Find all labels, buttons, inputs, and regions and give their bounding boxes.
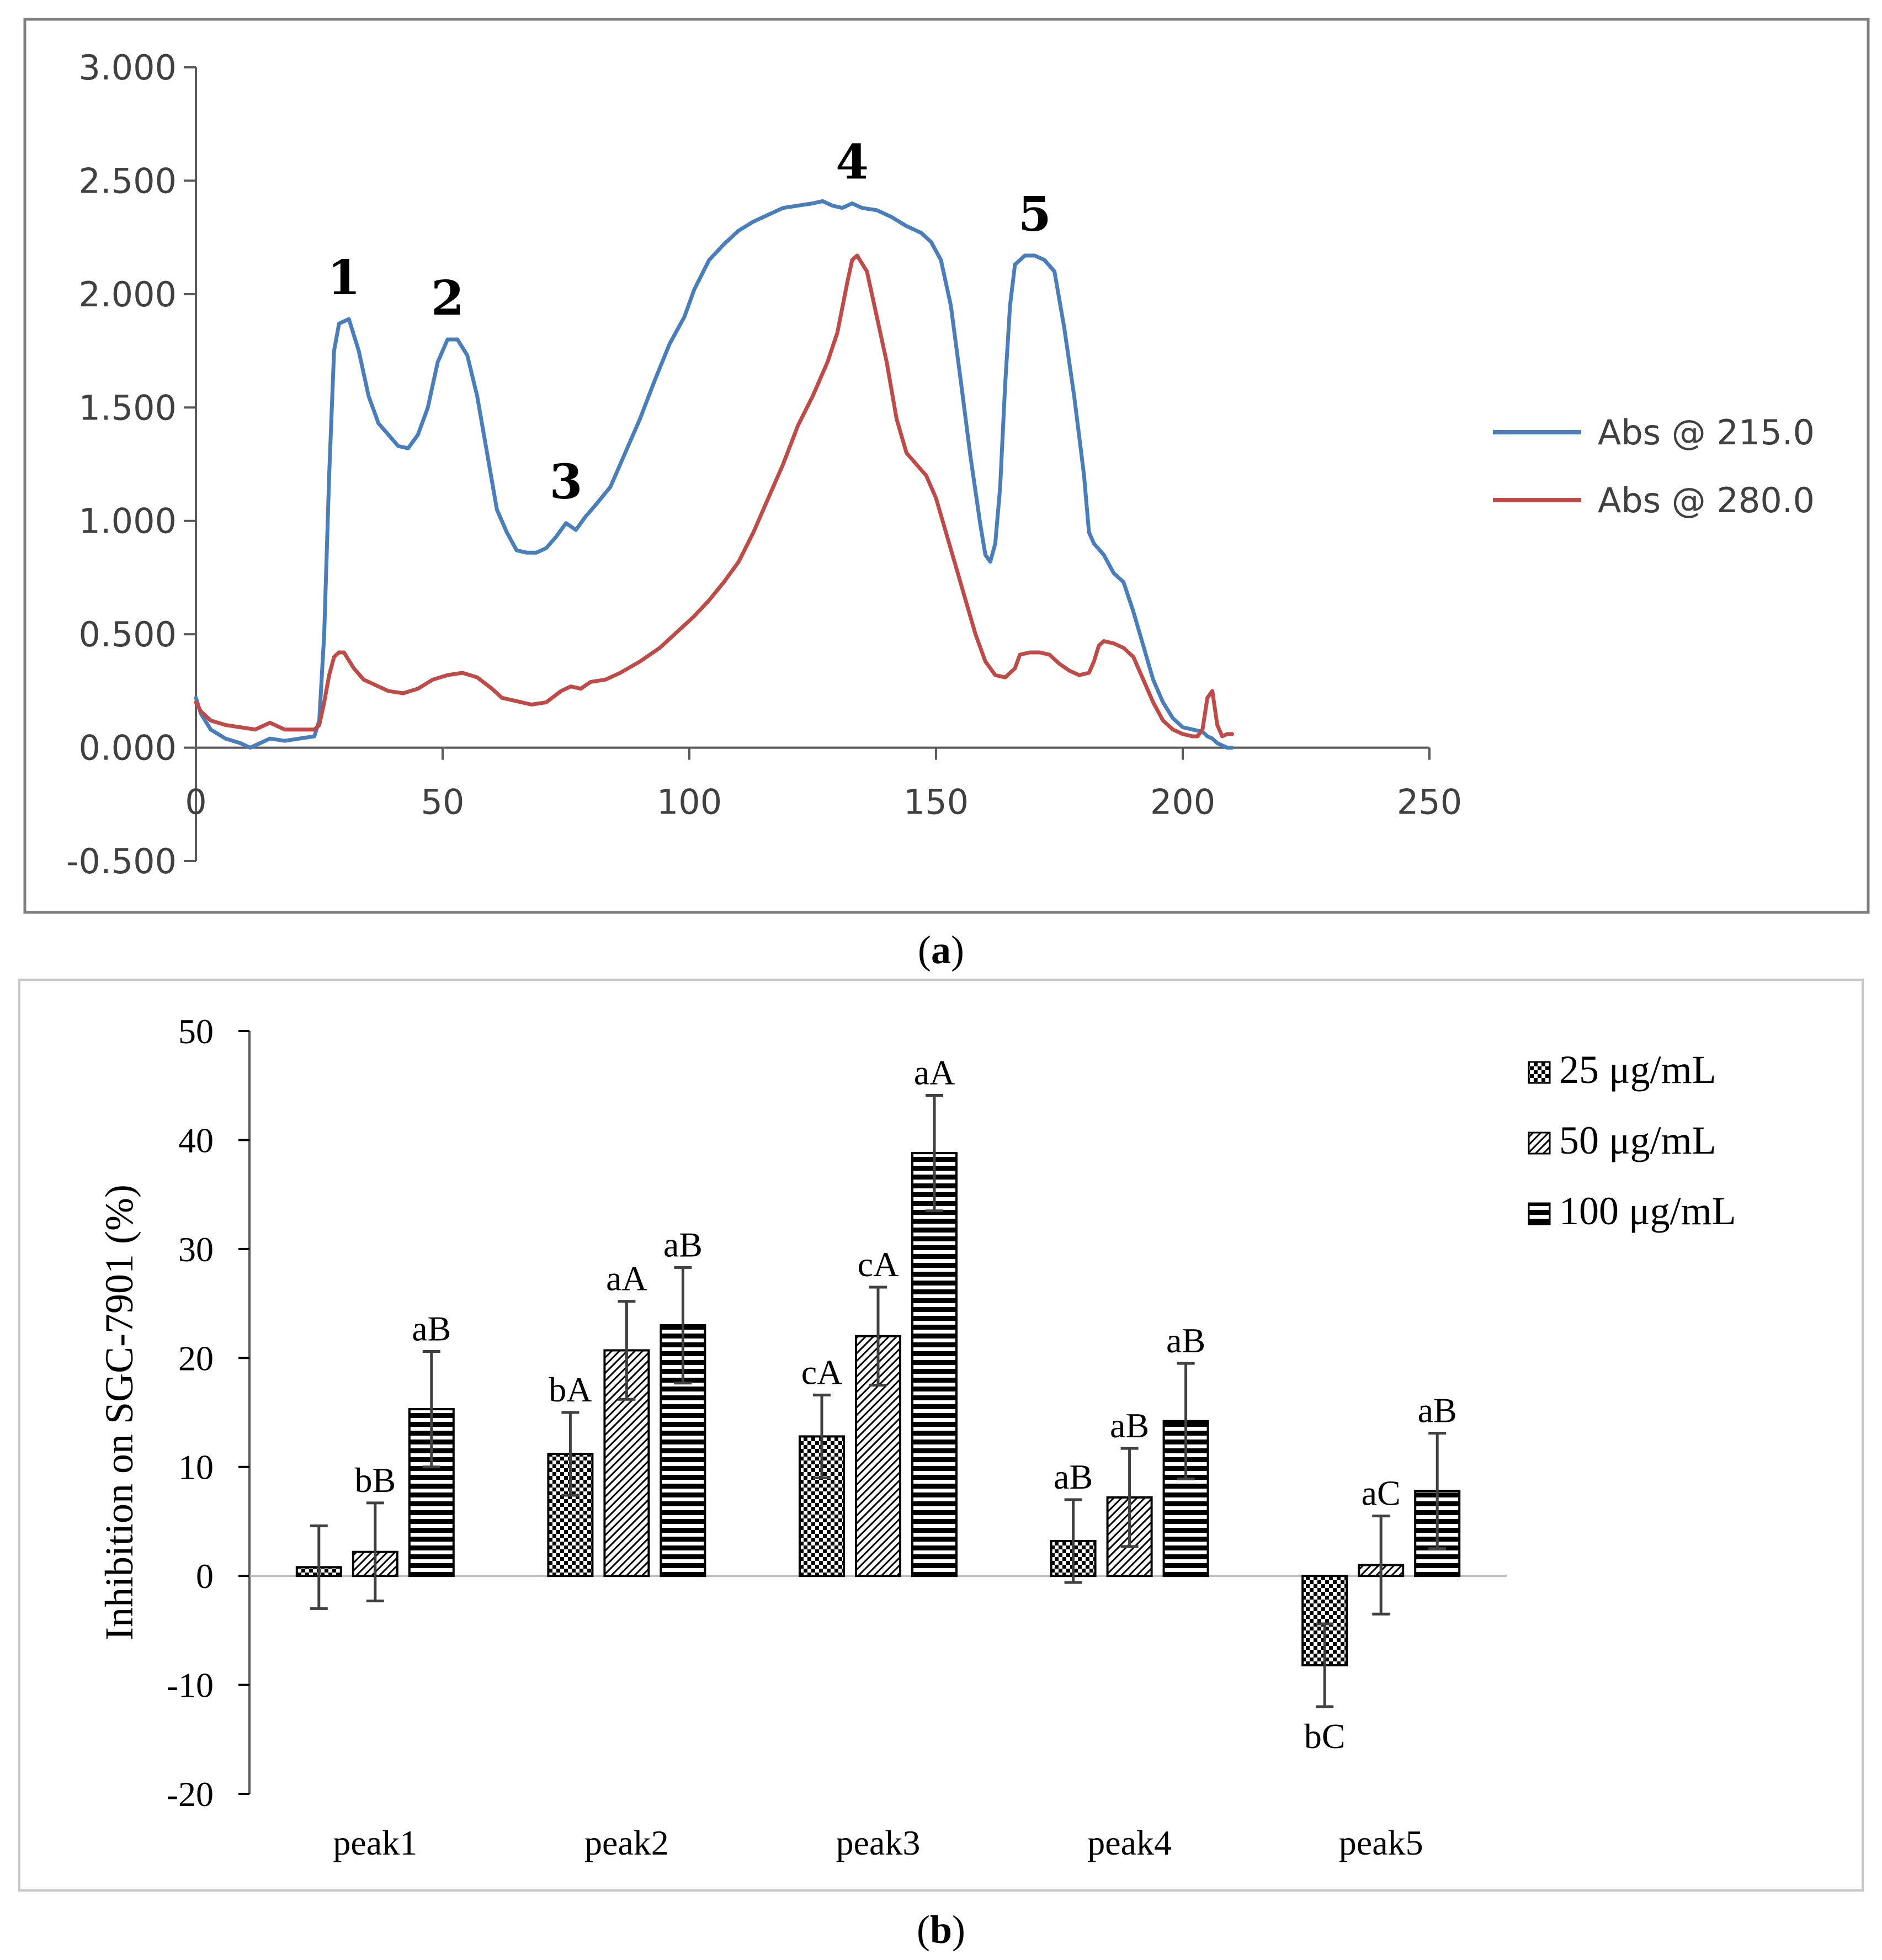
legend-label-abs-215: Abs @ 215.0 bbox=[1598, 412, 1815, 453]
panel-a-axes: -0.500 0.000 0.500 1.000 1.500 2.000 2.500 3.00… bbox=[66, 47, 1462, 881]
b-x-tick-label: peak2 bbox=[584, 1823, 669, 1862]
peak-label-3: 3 bbox=[550, 454, 583, 510]
y-tick-label: 0.000 bbox=[79, 728, 177, 768]
significance-label: aA bbox=[914, 1053, 955, 1092]
b-y-tick-label: 10 bbox=[178, 1448, 214, 1487]
panel-a-peak-labels: 1 2 3 4 5 bbox=[327, 135, 1051, 510]
significance-label: aC bbox=[1362, 1474, 1401, 1513]
y-tick-label: 2.000 bbox=[79, 274, 177, 315]
x-tick-label: 0 bbox=[185, 782, 206, 822]
panel-b-bars: bB aB bA aA aB cA cA aA aB aB aB bC aC aB bbox=[295, 1053, 1461, 1756]
significance-label: aB bbox=[412, 1309, 451, 1348]
b-x-tick-label: peak5 bbox=[1339, 1823, 1423, 1862]
significance-label: aB bbox=[1054, 1457, 1093, 1496]
peak-label-4: 4 bbox=[836, 135, 869, 190]
significance-label: aB bbox=[663, 1225, 703, 1264]
b-x-tick-label: peak3 bbox=[836, 1823, 921, 1862]
b-y-tick-label: 20 bbox=[178, 1338, 214, 1378]
b-y-tick-label: 50 bbox=[178, 1012, 214, 1051]
legend-label: 100 μg/mL bbox=[1559, 1189, 1736, 1233]
legend-label: 25 μg/mL bbox=[1559, 1048, 1716, 1092]
significance-label: aB bbox=[1166, 1321, 1205, 1360]
peak-label-5: 5 bbox=[1018, 187, 1051, 242]
x-tick-label: 150 bbox=[903, 782, 969, 822]
significance-label: aB bbox=[1110, 1406, 1149, 1445]
x-tick-label: 50 bbox=[421, 782, 465, 822]
significance-label: aA bbox=[606, 1259, 647, 1298]
legend-label-abs-280: Abs @ 280.0 bbox=[1598, 480, 1815, 520]
legend-label: 50 μg/mL bbox=[1559, 1118, 1716, 1162]
bar-peak3-s3 bbox=[911, 1152, 958, 1577]
peak-label-1: 1 bbox=[327, 250, 360, 306]
significance-label: cA bbox=[801, 1352, 843, 1391]
y-tick-label: 3.000 bbox=[79, 47, 177, 88]
panel-a-legend: Abs @ 215.0 Abs @ 280.0 bbox=[1493, 412, 1815, 520]
significance-label: aB bbox=[1418, 1391, 1457, 1430]
y-tick-label: 1.000 bbox=[79, 501, 177, 541]
y-tick-label: -0.500 bbox=[66, 841, 177, 881]
significance-label: cA bbox=[858, 1245, 899, 1284]
series-line-abs-215 bbox=[194, 199, 1234, 750]
b-y-axis-title: Inhibition on SGC-7901 (%) bbox=[97, 1185, 141, 1640]
caption-a: (a) bbox=[918, 928, 964, 972]
panel-a-frame bbox=[23, 18, 1870, 914]
b-x-tick-label: peak4 bbox=[1087, 1823, 1172, 1862]
b-y-tick-label: -10 bbox=[167, 1666, 214, 1705]
b-y-tick-label: -20 bbox=[167, 1775, 214, 1814]
peak-label-2: 2 bbox=[431, 270, 464, 326]
x-tick-label: 200 bbox=[1150, 782, 1215, 822]
y-tick-label: 1.500 bbox=[79, 387, 177, 428]
legend-swatch-diagonal bbox=[1528, 1132, 1551, 1155]
b-y-tick-label: 30 bbox=[178, 1230, 214, 1269]
series-line-abs-280 bbox=[194, 253, 1234, 739]
significance-label: bB bbox=[354, 1460, 396, 1500]
significance-label: bC bbox=[1304, 1717, 1346, 1756]
significance-label: bA bbox=[549, 1370, 592, 1409]
panel-a-chromatogram: -0.500 0.000 0.500 1.000 1.500 2.000 2.500 3.00… bbox=[23, 18, 1870, 914]
panel-a-series-lines bbox=[194, 199, 1234, 750]
y-tick-label: 2.500 bbox=[79, 161, 177, 201]
x-tick-label: 250 bbox=[1397, 782, 1462, 822]
x-tick-label: 100 bbox=[657, 782, 722, 822]
b-y-tick-label: 0 bbox=[196, 1557, 214, 1596]
y-tick-label: 0.500 bbox=[79, 614, 177, 655]
panel-b-bar-chart: -20 -10 0 10 20 30 40 50 Inhibition on SGC-7901 … bbox=[18, 979, 1864, 1892]
b-x-tick-label: peak1 bbox=[333, 1823, 417, 1862]
panel-b-legend: 25 μg/mL 50 μg/mL 100 μg/mL bbox=[1528, 1048, 1736, 1233]
panel-b-axes: -20 -10 0 10 20 30 40 50 Inhibition on SGC-7901 … bbox=[97, 1012, 1507, 1862]
legend-swatch-horizontal bbox=[1528, 1202, 1551, 1225]
b-y-tick-label: 40 bbox=[178, 1120, 214, 1160]
legend-swatch-checker bbox=[1528, 1061, 1551, 1084]
caption-b: (b) bbox=[917, 1908, 965, 1952]
